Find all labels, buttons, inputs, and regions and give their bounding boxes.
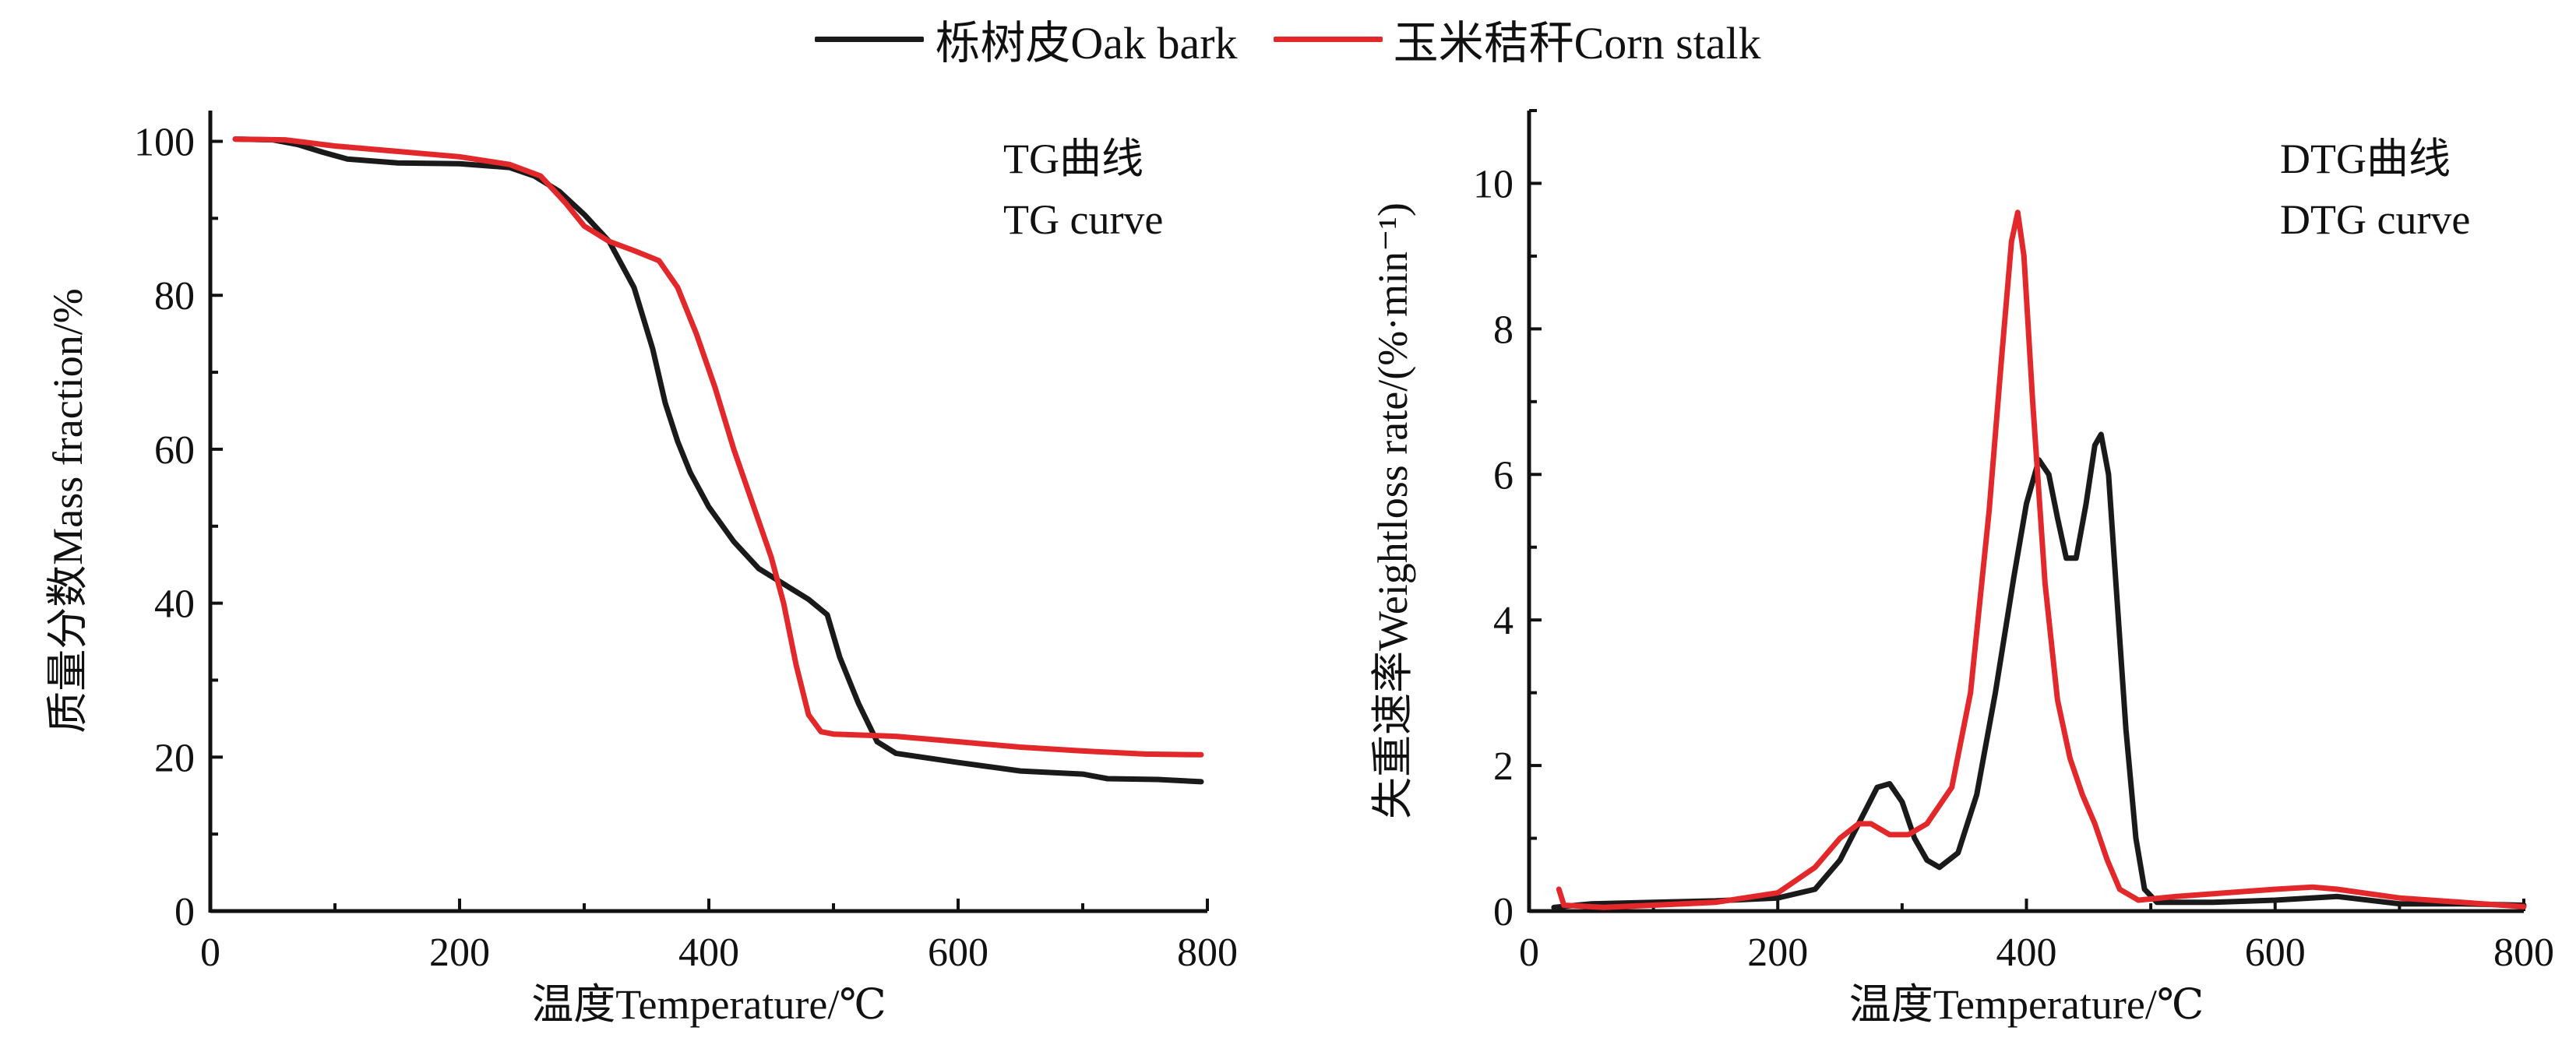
- tg-y-axis-title: 质量分数Mass fraction/%: [44, 288, 91, 733]
- tg-series-corn-stalk: [232, 136, 1204, 758]
- tg-annotation-en: TG curve: [1003, 196, 1163, 243]
- legend-item-oak-bark[interactable]: 栎树皮Oak bark: [815, 6, 1238, 72]
- tg-y-tick-label: 60: [154, 428, 195, 473]
- tg-y-tick-label: 0: [174, 890, 195, 934]
- tg-series-oak-bark: [232, 136, 1204, 785]
- dtg-x-tick-label: 0: [1519, 931, 1539, 975]
- tg-y-tick-label: 80: [154, 274, 195, 318]
- dtg-x-axis-title: 温度Temperature/℃: [1849, 981, 2204, 1028]
- dtg-x-tick-label: 200: [1747, 931, 1808, 975]
- tg-y-tick-label: 20: [154, 736, 195, 780]
- legend-swatch-oak-bark: [815, 36, 925, 42]
- tg-x-tick-label: 200: [429, 931, 490, 975]
- dtg-y-tick-label: 6: [1493, 453, 1514, 498]
- legend-item-corn-stalk[interactable]: 玉米秸秆Corn stalk: [1273, 6, 1761, 72]
- dtg-x-tick-label: 400: [1996, 931, 2057, 975]
- tg-chart: 0 200 400 600 800 0 20 40 60 80 100 温度Temperature/℃…: [44, 111, 1238, 1028]
- dtg-y-tick-label: 0: [1493, 890, 1514, 934]
- dtg-annotation-cn: DTG曲线: [2280, 135, 2451, 182]
- legend-swatch-corn-stalk: [1273, 36, 1383, 42]
- tg-x-tick-label: 0: [200, 931, 220, 975]
- dtg-x-tick-label: 800: [2493, 931, 2554, 975]
- tg-x-tick-label: 800: [1177, 931, 1238, 975]
- tg-x-axis-title: 温度Temperature/℃: [531, 981, 886, 1028]
- tg-x-tick-label: 600: [928, 931, 988, 975]
- dtg-y-tick-label: 8: [1493, 308, 1514, 352]
- legend: 栎树皮Oak bark 玉米秸秆Corn stalk: [0, 8, 2576, 70]
- tg-y-tick-label: 100: [134, 121, 195, 165]
- tg-annotation-cn: TG曲线: [1003, 135, 1144, 182]
- dtg-chart: 0 200 400 600 800 0 2 4 6 8 10 温度Temperature/℃ 失重速率W…: [1369, 109, 2554, 1028]
- dtg-series-corn-stalk: [1556, 209, 2527, 910]
- dtg-y-tick-label: 2: [1493, 744, 1514, 789]
- dtg-y-tick-label: 10: [1473, 162, 1514, 206]
- dtg-x-tick-label: 600: [2245, 931, 2306, 975]
- tg-x-tick-label: 400: [678, 931, 739, 975]
- dtg-y-tick-label: 4: [1493, 599, 1514, 643]
- legend-label-oak-bark: 栎树皮Oak bark: [935, 18, 1238, 69]
- legend-label-corn-stalk: 玉米秸秆Corn stalk: [1393, 18, 1761, 69]
- tg-y-tick-label: 40: [154, 582, 195, 627]
- dtg-annotation-en: DTG curve: [2280, 196, 2470, 243]
- dtg-y-axis-title: 失重速率Weightloss rate/(%·min⁻¹): [1369, 202, 1416, 819]
